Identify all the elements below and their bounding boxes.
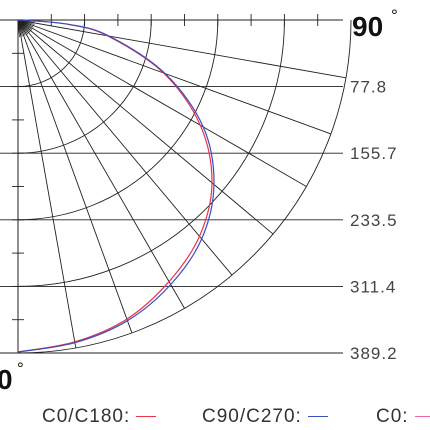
radial-tick-labels: 77.8 155.7 233.5 311.4 389.2 (350, 78, 398, 363)
radial-tick-label: 389.2 (350, 344, 398, 363)
degree-mark-90: ° (391, 6, 398, 25)
legend-label: C0: (376, 406, 409, 427)
grid-spoke (17, 19, 307, 187)
intensity-curves (17, 19, 215, 353)
legend-item-c90-c270: C90/C270: (202, 406, 328, 428)
radial-tick-label: 155.7 (350, 144, 398, 163)
legend: C0/C180: C90/C270: C0: (0, 406, 430, 430)
radial-tick-label: 77.8 (350, 78, 387, 97)
grid-circle (17, 19, 152, 154)
grid-spoke (17, 19, 77, 349)
grid-spoke (17, 19, 185, 309)
polar-grid (0, 14, 352, 354)
angle-label-90: 90 (352, 11, 383, 42)
grid-circle (17, 19, 352, 354)
radial-tick-label: 311.4 (350, 277, 396, 296)
grid-circle (17, 19, 86, 88)
angle-label-0: 0 (0, 364, 13, 395)
legend-label: C90/C270: (202, 406, 302, 427)
legend-swatch (136, 416, 157, 418)
legend-item-c0-c180: C0/C180: (42, 406, 157, 428)
legend-item-c0: C0: (376, 406, 430, 428)
grid-spoke (17, 19, 332, 135)
degree-mark-0: ° (17, 359, 24, 378)
grid-spoke (17, 19, 233, 276)
series-line (17, 19, 215, 353)
radial-tick-label: 233.5 (350, 211, 398, 230)
grid-circle (17, 19, 285, 287)
grid-circle (17, 19, 219, 221)
legend-swatch (414, 416, 430, 418)
legend-label: C0/C180: (42, 406, 131, 427)
grid-spoke (17, 19, 347, 79)
grid-spoke (17, 19, 274, 235)
legend-swatch (307, 416, 328, 418)
grid-spoke (17, 19, 133, 334)
